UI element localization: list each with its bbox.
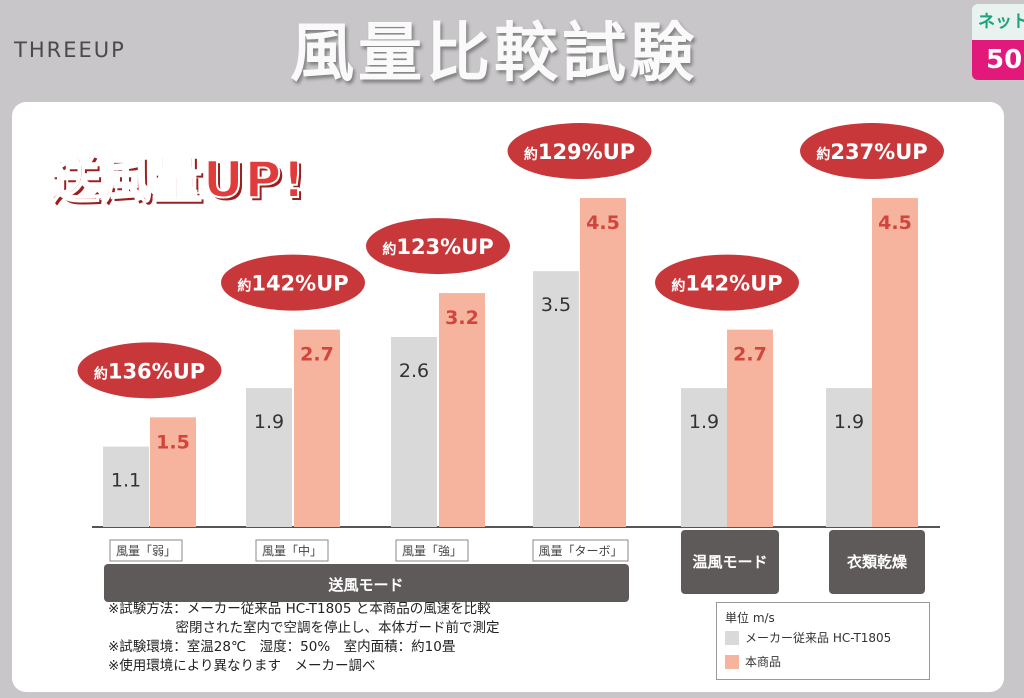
bar-old: [391, 336, 437, 527]
percent-bubble-label: 約123%UP: [382, 235, 493, 259]
category-tag: [395, 539, 469, 562]
bar-new: [872, 198, 918, 528]
page-title: 風量比較試験: [290, 17, 698, 91]
percent-bubble: [221, 254, 365, 311]
bar-old: [681, 388, 727, 527]
category-box: [829, 530, 925, 594]
value-label-new: 4.5: [586, 212, 620, 234]
bar-old: [246, 388, 292, 527]
value-label-old: 1.9: [254, 411, 284, 433]
percent-bubble: [366, 218, 510, 275]
category-label: 風量「中」: [262, 543, 322, 558]
bar-new: [294, 329, 340, 527]
badge-bottom-text: 50: [972, 40, 1024, 80]
value-label-new: 2.7: [733, 344, 767, 366]
category-label: 風量「ターボ」: [538, 544, 622, 558]
category-box: [681, 530, 779, 594]
bar-new: [727, 329, 773, 527]
group-label: 送風モード: [327, 576, 403, 594]
percent-bubble-label: 約136%UP: [94, 359, 205, 383]
note-line: ※試験方法：メーカー従来品 HC-T1805 と本商品の風速を比較: [108, 601, 491, 617]
percent-bubble: [507, 123, 652, 180]
value-label-new: 2.7: [300, 344, 334, 366]
bar-old: [103, 446, 149, 527]
brand-logo: THREEUP: [14, 38, 126, 62]
legend-label-new: 本商品: [745, 655, 782, 669]
legend-swatch-old: [725, 630, 739, 645]
value-label-old: 1.1: [111, 470, 141, 492]
corner-badge: ネット 50: [972, 4, 1024, 80]
value-label-old: 1.9: [689, 411, 719, 433]
chart-legend: 単位 m/s メーカー従来品 HC-T1805 本商品: [716, 602, 930, 680]
test-notes: ※試験方法：メーカー従来品 HC-T1805 と本商品の風速を比較 密閉された室…: [108, 600, 500, 676]
category-tag: [109, 539, 183, 562]
legend-label-old: メーカー従来品 HC-T1805: [745, 631, 892, 645]
legend-item-old: メーカー従来品 HC-T1805: [725, 629, 891, 646]
percent-bubble-label: 約142%UP: [671, 272, 782, 296]
category-label: 風量「弱」: [116, 544, 176, 558]
legend-item-new: 本商品: [725, 653, 781, 670]
value-label-old: 3.5: [541, 294, 571, 316]
legend-swatch-new: [725, 654, 739, 669]
note-line: ※使用環境により異なります メーカー調べ: [108, 658, 376, 674]
badge-top-text: ネット: [972, 4, 1024, 40]
bar-old: [826, 388, 872, 527]
percent-bubble: [800, 123, 944, 180]
category-label: 衣類乾燥: [847, 553, 908, 571]
group-bar: [104, 564, 629, 602]
percent-bubble-label: 約237%UP: [816, 140, 927, 164]
percent-bubble: [77, 342, 222, 399]
note-line: ※試験環境：室温28℃ 湿度：50% 室内面積：約10畳: [108, 639, 456, 655]
category-label: 風量「強」: [402, 544, 462, 558]
category-tag: [255, 539, 329, 562]
percent-bubble-label: 約142%UP: [237, 272, 348, 296]
bar-new: [150, 417, 196, 527]
bar-new: [580, 198, 626, 528]
percent-bubble-label: 約129%UP: [524, 140, 635, 164]
note-line: 密閉された室内で空調を停止し、本体ガード前で測定: [108, 620, 500, 636]
percent-bubble: [655, 254, 799, 311]
value-label-new: 3.2: [445, 307, 479, 329]
value-label-old: 2.6: [399, 360, 429, 382]
bar-new: [439, 293, 485, 527]
value-label-new: 1.5: [156, 431, 190, 453]
bar-old: [533, 271, 579, 527]
value-label-new: 4.5: [878, 212, 912, 234]
category-label: 温風モード: [692, 553, 767, 571]
category-tag: [532, 539, 629, 562]
legend-unit: 単位 m/s: [725, 611, 775, 625]
headline: 送風量UP!: [49, 150, 307, 210]
value-label-old: 1.9: [834, 411, 864, 433]
